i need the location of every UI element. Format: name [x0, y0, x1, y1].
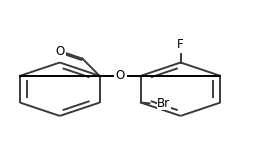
Text: Br: Br	[157, 97, 171, 110]
Text: F: F	[177, 38, 184, 51]
Text: O: O	[116, 69, 125, 82]
Text: O: O	[55, 45, 64, 58]
